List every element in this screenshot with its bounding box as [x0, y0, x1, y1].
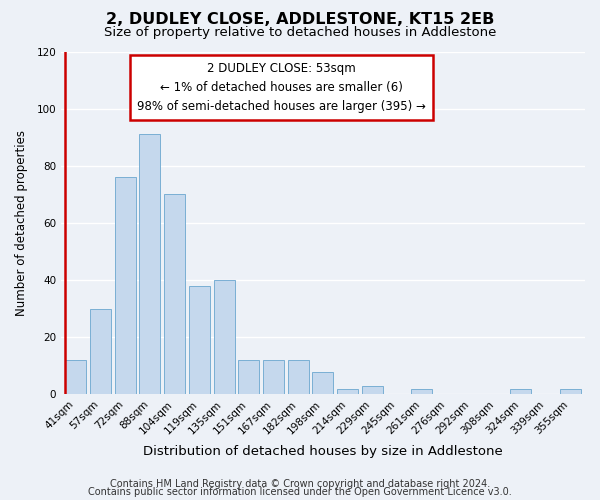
Bar: [560, 388, 581, 394]
Bar: [263, 360, 284, 394]
Text: 2 DUDLEY CLOSE: 53sqm
← 1% of detached houses are smaller (6)
98% of semi-detach: 2 DUDLEY CLOSE: 53sqm ← 1% of detached h…: [137, 62, 425, 113]
Text: Contains public sector information licensed under the Open Government Licence v3: Contains public sector information licen…: [88, 487, 512, 497]
Bar: [139, 134, 160, 394]
Bar: [510, 388, 531, 394]
Y-axis label: Number of detached properties: Number of detached properties: [15, 130, 28, 316]
Text: Size of property relative to detached houses in Addlestone: Size of property relative to detached ho…: [104, 26, 496, 39]
X-axis label: Distribution of detached houses by size in Addlestone: Distribution of detached houses by size …: [143, 444, 503, 458]
Bar: [65, 360, 86, 394]
Bar: [115, 177, 136, 394]
Text: Contains HM Land Registry data © Crown copyright and database right 2024.: Contains HM Land Registry data © Crown c…: [110, 479, 490, 489]
Text: 2, DUDLEY CLOSE, ADDLESTONE, KT15 2EB: 2, DUDLEY CLOSE, ADDLESTONE, KT15 2EB: [106, 12, 494, 28]
Bar: [189, 286, 210, 395]
Bar: [214, 280, 235, 394]
Bar: [288, 360, 309, 394]
Bar: [238, 360, 259, 394]
Bar: [337, 388, 358, 394]
Bar: [313, 372, 334, 394]
Bar: [90, 308, 111, 394]
Bar: [164, 194, 185, 394]
Bar: [412, 388, 433, 394]
Bar: [362, 386, 383, 394]
